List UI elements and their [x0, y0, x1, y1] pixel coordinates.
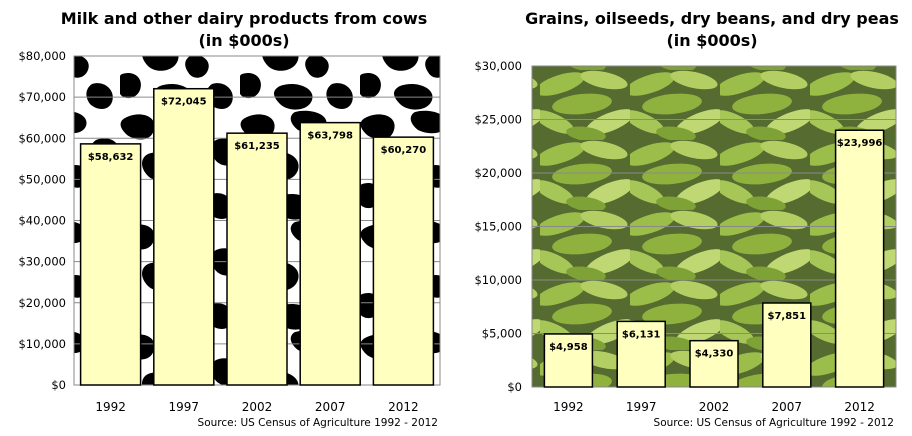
- data-label: $60,270: [381, 145, 427, 156]
- y-tick-label: $30,000: [474, 59, 522, 73]
- x-tick-label: 2012: [844, 400, 875, 414]
- chart-subtitle: (in $000s): [666, 31, 757, 50]
- chart-dairy: Milk and other dairy products from cows …: [18, 9, 441, 429]
- y-tick-label: $10,000: [474, 273, 522, 287]
- chart-subtitle: (in $000s): [198, 31, 289, 50]
- x-tick-label: 1997: [626, 400, 657, 414]
- data-label: $72,045: [161, 97, 207, 108]
- data-label: $6,131: [622, 329, 661, 340]
- chart-title: Grains, oilseeds, dry beans, and dry pea…: [525, 9, 899, 28]
- bar-1997: [616, 320, 666, 388]
- x-tick-label: 1997: [169, 400, 200, 414]
- y-tick-label: $0: [507, 380, 522, 394]
- bar-1997: [153, 87, 215, 386]
- y-axis-ticks: $0 $10,000 $20,000 $30,000 $40,000 $50,000 $60…: [18, 49, 66, 392]
- bars: $4,958 $6,131 $4,330 $7,851 $23,996: [543, 129, 885, 388]
- y-tick-label: $0: [51, 378, 66, 392]
- y-tick-label: $70,000: [18, 90, 66, 104]
- bar-1992: [543, 333, 594, 388]
- bars: $58,632 $72,045 $61,235 $63,798 $60,270: [79, 87, 435, 386]
- chart-grains: Grains, oilseeds, dry beans, and dry pea…: [474, 9, 899, 429]
- bar-2007: [762, 302, 812, 388]
- bar-2012: [834, 129, 885, 388]
- data-label: $58,632: [88, 152, 134, 163]
- chart-title: Milk and other dairy products from cows: [61, 9, 428, 28]
- bar-2002: [226, 132, 288, 386]
- x-tick-label: 1992: [553, 400, 584, 414]
- y-axis-ticks: $0 $5,000 $10,000 $15,000 $20,000 $25,000 $30,…: [474, 59, 522, 394]
- y-tick-label: $80,000: [18, 49, 66, 63]
- y-tick-label: $25,000: [474, 113, 522, 127]
- y-tick-label: $5,000: [482, 327, 522, 341]
- x-axis-labels: 1992 1997 2002 2007 2012: [553, 400, 875, 414]
- x-tick-label: 2007: [772, 400, 803, 414]
- bar-2012: [372, 136, 435, 386]
- y-tick-label: $15,000: [474, 220, 522, 234]
- y-tick-label: $30,000: [18, 255, 66, 269]
- source-note: Source: US Census of Agriculture 1992 - …: [198, 417, 438, 429]
- bar-1992: [79, 143, 142, 386]
- data-label: $63,798: [307, 131, 353, 142]
- bar-2007: [299, 121, 361, 386]
- y-tick-label: $60,000: [18, 131, 66, 145]
- data-label: $7,851: [768, 311, 807, 322]
- data-label: $61,235: [234, 141, 280, 152]
- y-tick-label: $40,000: [18, 214, 66, 228]
- y-tick-label: $20,000: [18, 296, 66, 310]
- y-tick-label: $10,000: [18, 337, 66, 351]
- source-note: Source: US Census of Agriculture 1992 - …: [654, 417, 894, 429]
- x-tick-label: 2007: [315, 400, 346, 414]
- x-tick-label: 2012: [388, 400, 419, 414]
- data-label: $23,996: [837, 138, 883, 149]
- bar-2002: [689, 339, 739, 388]
- data-label: $4,958: [549, 342, 588, 353]
- x-tick-label: 2002: [242, 400, 273, 414]
- x-axis-labels: 1992 1997 2002 2007 2012: [95, 400, 418, 414]
- y-tick-label: $50,000: [18, 172, 66, 186]
- x-tick-label: 2002: [699, 400, 730, 414]
- data-label: $4,330: [695, 349, 734, 360]
- x-tick-label: 1992: [95, 400, 126, 414]
- y-tick-label: $20,000: [474, 166, 522, 180]
